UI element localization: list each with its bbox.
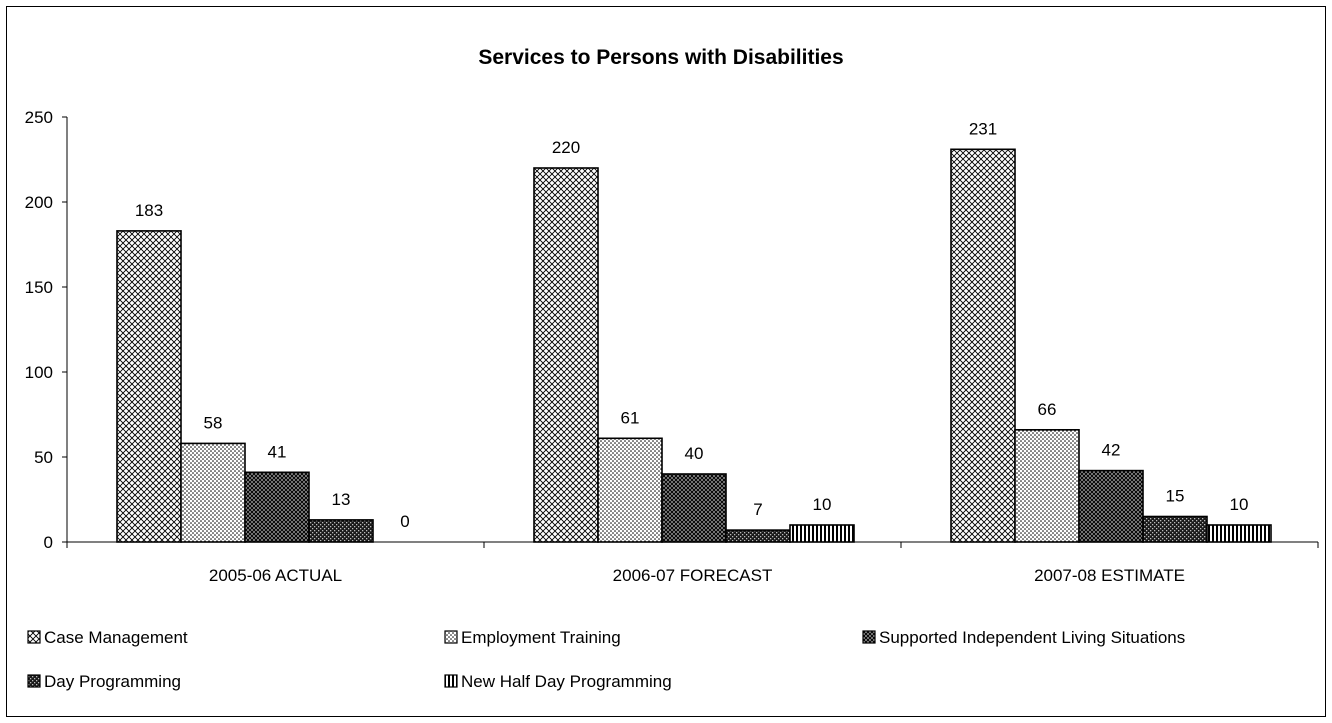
bar-supported-independent-living-situations-2007-08-estimate: [1078, 469, 1144, 543]
bars: [116, 148, 1272, 543]
y-tick-label: 200: [25, 193, 53, 212]
bar-day-programming-2006-07-forecast: [725, 529, 791, 543]
data-label-supported-independent-living-situations-2007-08-estimate: 42: [1102, 441, 1121, 460]
legend-label-employment-training: Employment Training: [461, 628, 621, 647]
data-labels: 183 58 41 13 0 220 61 40 7 10 231 66 42 15 10: [135, 119, 1249, 531]
legend-swatch-supported-independent-living-situations: [862, 630, 876, 644]
data-label-new-half-day-programming-2006-07-forecast: 10: [813, 495, 832, 514]
data-label-employment-training-2005-06-actual: 58: [204, 413, 223, 432]
bar-day-programming-2007-08-estimate: [1142, 515, 1208, 543]
data-label-new-half-day-programming-2005-06-actual: 0: [400, 512, 409, 531]
legend-label-new-half-day-programming: New Half Day Programming: [461, 672, 672, 691]
data-label-case-management-2007-08-estimate: 231: [969, 119, 997, 138]
data-label-day-programming-2005-06-actual: 13: [332, 490, 351, 509]
x-tick-label-2005-06-actual: 2005-06 ACTUAL: [209, 566, 342, 585]
bar-new-half-day-programming-2007-08-estimate: [1206, 524, 1272, 543]
chart-frame: [6, 6, 1326, 717]
y-tick-label: 250: [25, 108, 53, 127]
y-tick-label: 100: [25, 363, 53, 382]
bar-new-half-day-programming-2006-07-forecast: [789, 524, 855, 543]
legend-label-day-programming: Day Programming: [44, 672, 181, 691]
y-tick-label: 0: [44, 533, 53, 552]
x-axis: 2005-06 ACTUAL 2006-07 FORECAST 2007-08 ES…: [66, 541, 1319, 585]
x-tick-label-2006-07-forecast: 2006-07 FORECAST: [613, 566, 773, 585]
data-label-new-half-day-programming-2007-08-estimate: 10: [1230, 495, 1249, 514]
y-axis: 0 50 100 150 200 250: [25, 108, 68, 552]
x-tick-label-2007-08-estimate: 2007-08 ESTIMATE: [1034, 566, 1185, 585]
y-tick-label: 50: [34, 448, 53, 467]
legend-swatch-day-programming: [27, 674, 41, 688]
bar-supported-independent-living-situations-2005-06-actual: [244, 471, 310, 543]
data-label-case-management-2006-07-forecast: 220: [552, 138, 580, 157]
legend-swatch-case-management: [27, 630, 41, 644]
chart-title: Services to Persons with Disabilities: [478, 46, 843, 69]
legend: Case Management Employment Training Suppor…: [27, 628, 1185, 691]
data-label-supported-independent-living-situations-2006-07-forecast: 40: [685, 444, 704, 463]
bar-case-management-2005-06-actual: [116, 230, 182, 543]
bar-employment-training-2005-06-actual: [180, 442, 246, 543]
data-label-employment-training-2006-07-forecast: 61: [621, 408, 640, 427]
data-label-supported-independent-living-situations-2005-06-actual: 41: [268, 442, 287, 461]
legend-label-supported-independent-living-situations: Supported Independent Living Situations: [879, 628, 1185, 647]
legend-swatch-employment-training: [444, 630, 458, 644]
data-label-day-programming-2007-08-estimate: 15: [1166, 487, 1185, 506]
y-tick-label: 150: [25, 278, 53, 297]
bar-employment-training-2007-08-estimate: [1014, 428, 1080, 543]
bar-employment-training-2006-07-forecast: [597, 437, 663, 543]
data-label-case-management-2005-06-actual: 183: [135, 201, 163, 220]
bar-day-programming-2005-06-actual: [308, 519, 374, 543]
data-label-day-programming-2006-07-forecast: 7: [753, 500, 762, 519]
legend-swatch-new-half-day-programming: [444, 674, 458, 688]
bar-case-management-2006-07-forecast: [533, 167, 599, 543]
data-label-employment-training-2007-08-estimate: 66: [1038, 400, 1057, 419]
bar-case-management-2007-08-estimate: [950, 148, 1016, 543]
legend-label-case-management: Case Management: [44, 628, 188, 647]
bar-supported-independent-living-situations-2006-07-forecast: [661, 473, 727, 543]
